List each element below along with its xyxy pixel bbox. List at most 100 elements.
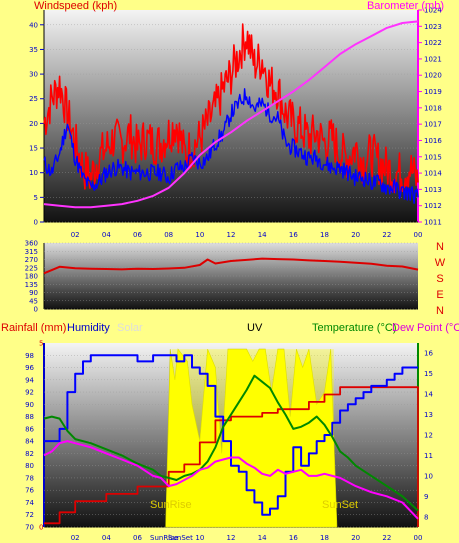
rain-x-tick-labels: 02 04 06 10 12 14 16 18 20 22 00	[71, 534, 423, 542]
temperature-label: Temperature (°C)	[312, 322, 396, 334]
solar-series-area	[165, 348, 338, 528]
barometer-tick-label: 1021	[424, 55, 442, 63]
temperature-tick-label: 16	[424, 350, 433, 358]
avg-wind-series-line	[43, 88, 419, 204]
compass-letter-s: S	[436, 273, 443, 285]
windspeed-tick-label: 0	[34, 219, 38, 227]
direction-tick-label: 360	[25, 240, 38, 248]
temperature-tick-label: 11	[424, 452, 433, 460]
humidity-tick-label: 78	[25, 474, 34, 482]
humidity-tick-labels: 70 72 74 76 78 80 82 84 86 88 90 92 94 96 98	[25, 352, 34, 532]
rain-x-tick-label: 16	[289, 534, 298, 542]
wind-x-tick-label: 12	[227, 231, 236, 239]
barometer-tick-label: 1016	[424, 137, 442, 145]
barometer-tick-label: 1015	[424, 153, 442, 161]
direction-tick-label: 90	[29, 289, 38, 297]
wind-x-tick-label: 04	[102, 231, 111, 239]
rain-x-tick-label: 12	[227, 534, 236, 542]
wind-x-tick-label: 18	[320, 231, 329, 239]
wind-x-tick-label: 14	[258, 231, 267, 239]
direction-tick-label: 315	[25, 248, 38, 256]
humidity-tick-label: 76	[25, 487, 34, 495]
rain-x-tick-label: 02	[71, 534, 80, 542]
temperature-tick-label: 8	[424, 513, 428, 521]
rain-temp-series	[43, 348, 419, 528]
direction-tick-label: 135	[25, 281, 38, 289]
rain-x-tick-label: 04	[102, 534, 111, 542]
humidity-tick-label: 84	[25, 438, 34, 446]
gust-series-line	[43, 23, 419, 194]
windspeed-tick-labels: 0 5 10 15 20 25 30 35 40	[29, 21, 44, 227]
direction-tick-label: 225	[25, 264, 38, 272]
rain-tick-label: 0	[39, 524, 43, 532]
wind-x-tick-label: 10	[195, 231, 204, 239]
wind-x-tick-label: 16	[289, 231, 298, 239]
rain-series-line	[44, 386, 419, 527]
windspeed-tick-label: 5	[34, 194, 38, 202]
dewpoint-series-line	[43, 440, 419, 520]
rain-x-tick-label: 06	[133, 534, 142, 542]
humidity-tick-label: 90	[25, 401, 34, 409]
humidity-tick-label: 70	[25, 524, 34, 532]
windspeed-tick-label: 35	[29, 46, 38, 54]
humidity-tick-label: 98	[25, 352, 34, 360]
barometer-series-line	[43, 20, 419, 209]
rain-tick-label: 5	[39, 340, 43, 348]
humidity-tick-label: 92	[25, 389, 34, 397]
rain-x-tick-label: 18	[320, 534, 329, 542]
barometer-tick-label: 1013	[424, 186, 442, 194]
barometer-tick-label: 1014	[424, 170, 442, 178]
barometer-tick-label: 1023	[424, 23, 442, 31]
temperature-tick-label: 10	[424, 472, 433, 480]
wind-x-tick-label: 08	[164, 231, 173, 239]
humidity-tick-label: 96	[25, 364, 34, 372]
wind-x-tick-label: 06	[133, 231, 142, 239]
wind-x-tick-label: 02	[71, 231, 80, 239]
barometer-tick-label: 1024	[424, 7, 442, 15]
barometer-label: Barometer (mb)	[367, 0, 444, 12]
wind-x-tick-label: 22	[382, 231, 391, 239]
temperature-tick-labels: 8 9 10 11 12 13 14 15 16	[424, 350, 433, 522]
sunrise-axis-label: SunRise	[150, 534, 178, 542]
barometer-tick-label: 1019	[424, 88, 442, 96]
barometer-tick-labels: 1011 1012 1013 1014 1015 1016 1017 1018 1019 1020…	[418, 7, 442, 227]
rain-x-tick-label: 22	[382, 534, 391, 542]
rain-x-tick-label: 14	[258, 534, 267, 542]
temperature-tick-label: 15	[424, 370, 433, 378]
temperature-tick-label: 13	[424, 411, 433, 419]
wind-series	[43, 20, 419, 209]
direction-tick-label: 0	[34, 306, 38, 314]
windspeed-tick-label: 10	[29, 169, 38, 177]
temperature-tick-label: 9	[424, 493, 428, 501]
rain-x-tick-label: 00	[414, 534, 423, 542]
dewpoint-label: Dew Point (°C)	[392, 322, 459, 334]
compass-letter-e: E	[436, 289, 443, 301]
direction-tick-label: 180	[25, 273, 38, 281]
barometer-tick-label: 1022	[424, 39, 442, 47]
humidity-tick-label: 94	[25, 376, 34, 384]
humidity-tick-label: 86	[25, 425, 34, 433]
windspeed-tick-label: 30	[29, 71, 38, 79]
humidity-tick-label: 82	[25, 450, 34, 458]
sunset-axis-label: SunSet	[168, 534, 193, 542]
direction-series-line	[43, 257, 419, 275]
humidity-label: Humidity	[67, 322, 110, 334]
wind-x-tick-labels: 02 04 06 08 10 12 14 16 18 20 22 00	[71, 231, 423, 239]
windspeed-label: Windspeed (kph)	[34, 0, 117, 12]
compass-letters: N W S E N	[435, 241, 446, 317]
uv-label: UV	[247, 322, 263, 334]
windspeed-tick-label: 20	[29, 120, 38, 128]
solar-label: Solar	[117, 322, 143, 334]
rain-x-tick-label: 10	[195, 534, 204, 542]
rainfall-label: Rainfall (mm)	[1, 322, 66, 334]
rain-x-tick-label: 20	[351, 534, 360, 542]
direction-series	[43, 257, 419, 275]
barometer-tick-label: 1020	[424, 72, 442, 80]
windspeed-tick-label: 25	[29, 95, 38, 103]
humidity-tick-label: 88	[25, 413, 34, 421]
